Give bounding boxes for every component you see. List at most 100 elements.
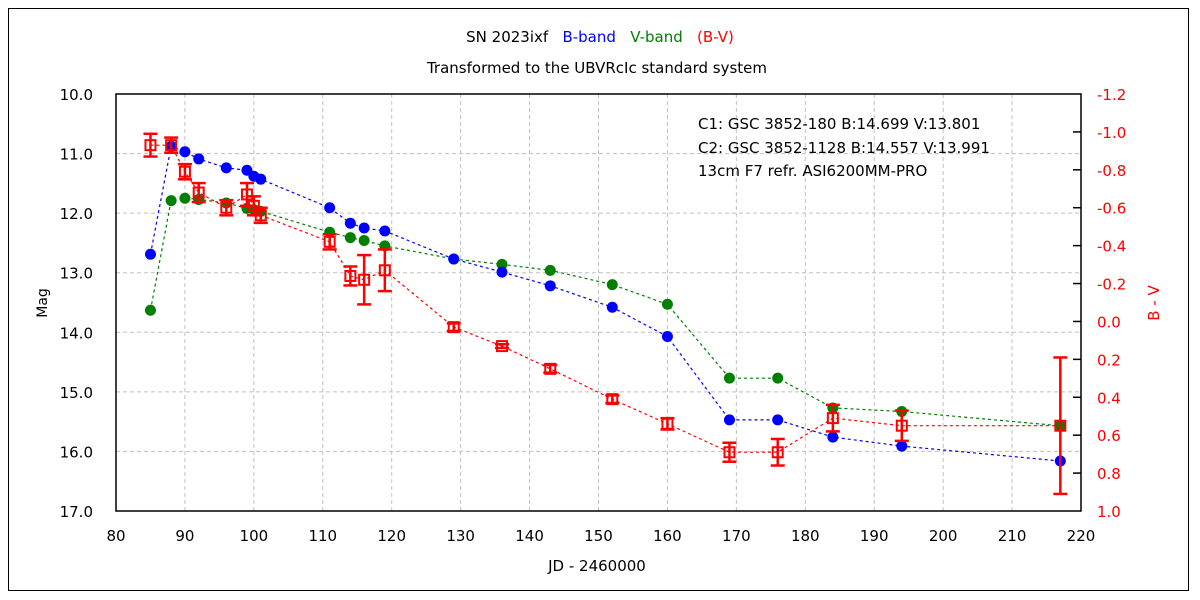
data-point	[179, 192, 191, 204]
annotation-instrument: 13cm F7 refr. ASI6200MM-PRO	[698, 162, 927, 180]
y2-tick-label: -0.4	[1097, 238, 1126, 256]
y2-axis-label: B - V	[1145, 285, 1163, 321]
y-tick-label: 12.0	[60, 205, 93, 223]
y2-tick-label: -1.2	[1097, 86, 1126, 104]
chart-frame	[8, 8, 1189, 591]
data-point	[254, 209, 267, 222]
x-tick-label: 140	[515, 527, 544, 545]
x-tick-label: 160	[653, 527, 682, 545]
data-point	[496, 340, 508, 353]
y-tick-label: 15.0	[60, 384, 93, 402]
plot-area-border	[115, 93, 1082, 512]
series-line	[149, 145, 1061, 462]
title-part: B-band	[548, 28, 616, 46]
data-point	[323, 235, 336, 248]
title-part: (B-V)	[683, 28, 734, 46]
data-point	[144, 248, 156, 260]
data-point	[606, 301, 618, 313]
annotation-c2: C2: GSC 3852-1128 B:14.557 V:13.991	[698, 139, 990, 157]
y2-tick-label: 0.2	[1097, 351, 1121, 369]
data-point	[771, 446, 784, 459]
y-tick-label: 16.0	[60, 443, 93, 461]
data-point	[661, 417, 674, 430]
data-point	[827, 431, 839, 443]
data-point	[826, 412, 839, 425]
data-point	[447, 321, 460, 334]
y-tick-label: 17.0	[60, 503, 93, 521]
y-tick-label: 13.0	[60, 265, 93, 283]
data-point	[496, 266, 508, 278]
title-part: V-band	[616, 28, 683, 46]
data-point	[544, 280, 556, 292]
x-tick-label: 190	[860, 527, 889, 545]
data-point	[240, 188, 253, 201]
data-point	[324, 202, 336, 214]
data-point	[544, 264, 556, 276]
data-point	[358, 235, 370, 247]
data-point	[344, 217, 356, 229]
x-tick-label: 100	[240, 527, 269, 545]
data-point	[723, 372, 735, 384]
data-point	[220, 201, 233, 214]
data-point	[344, 232, 356, 244]
data-point	[193, 153, 205, 165]
data-point	[165, 139, 178, 152]
y2-tick-label: -1.0	[1097, 124, 1126, 142]
data-point	[379, 225, 391, 237]
data-point	[358, 273, 371, 286]
data-point	[178, 165, 191, 178]
y2-tick-label: 0.6	[1097, 427, 1121, 445]
y2-tick-label: 0.8	[1097, 465, 1121, 483]
y-tick-label: 11.0	[60, 146, 93, 164]
data-point	[378, 264, 391, 277]
data-point	[606, 393, 619, 406]
y2-tick-label: 1.0	[1097, 503, 1121, 521]
data-point	[661, 298, 673, 310]
axes: 80 90 100 110 120 130 140 150 160 170 180 190 200 210…	[60, 86, 1127, 545]
data-point	[723, 446, 736, 459]
data-point	[606, 279, 618, 291]
data-point	[220, 162, 232, 174]
y2-tick-label: -0.6	[1097, 200, 1126, 218]
data-point	[448, 253, 460, 265]
data-point	[358, 222, 370, 234]
x-axis-label: JD - 2460000	[547, 557, 646, 575]
y2-tick-label: 0.4	[1097, 389, 1121, 407]
series-line	[149, 197, 1061, 427]
chart-title: SN 2023ixf B-band V-band (B-V)	[466, 28, 734, 46]
x-tick-label: 180	[791, 527, 820, 545]
data-point	[192, 186, 205, 199]
x-tick-label: 170	[722, 527, 751, 545]
data-point	[544, 362, 557, 375]
x-tick-label: 90	[175, 527, 194, 545]
annotation-c1: C1: GSC 3852-180 B:14.699 V:13.801	[698, 115, 980, 133]
x-tick-label: 220	[1067, 527, 1096, 545]
x-tick-label: 150	[584, 527, 613, 545]
y-axis-label: Mag	[35, 288, 51, 318]
data-point	[255, 173, 267, 185]
x-tick-label: 200	[929, 527, 958, 545]
data-point	[247, 199, 260, 212]
x-tick-label: 110	[308, 527, 337, 545]
data-point	[723, 414, 735, 426]
data-point	[179, 146, 191, 158]
data-point	[895, 419, 908, 432]
data-point	[144, 139, 157, 152]
y-tick-label: 10.0	[60, 86, 93, 104]
y2-tick-label: 0.0	[1097, 313, 1121, 331]
y2-tick-label: -0.8	[1097, 162, 1126, 180]
data-point	[165, 195, 177, 207]
y2-tick-label: -0.2	[1097, 276, 1126, 294]
x-tick-label: 120	[377, 527, 406, 545]
x-tick-label: 210	[998, 527, 1027, 545]
data-point	[896, 440, 908, 452]
data-point	[344, 269, 357, 282]
data-point	[772, 414, 784, 426]
title-part: SN 2023ixf	[466, 28, 549, 46]
chart-subtitle: Transformed to the UBVRcIc standard syst…	[426, 59, 767, 77]
series-b-v	[143, 132, 1068, 496]
data-point	[144, 304, 156, 316]
x-tick-label: 130	[446, 527, 475, 545]
series-layer	[143, 132, 1068, 496]
